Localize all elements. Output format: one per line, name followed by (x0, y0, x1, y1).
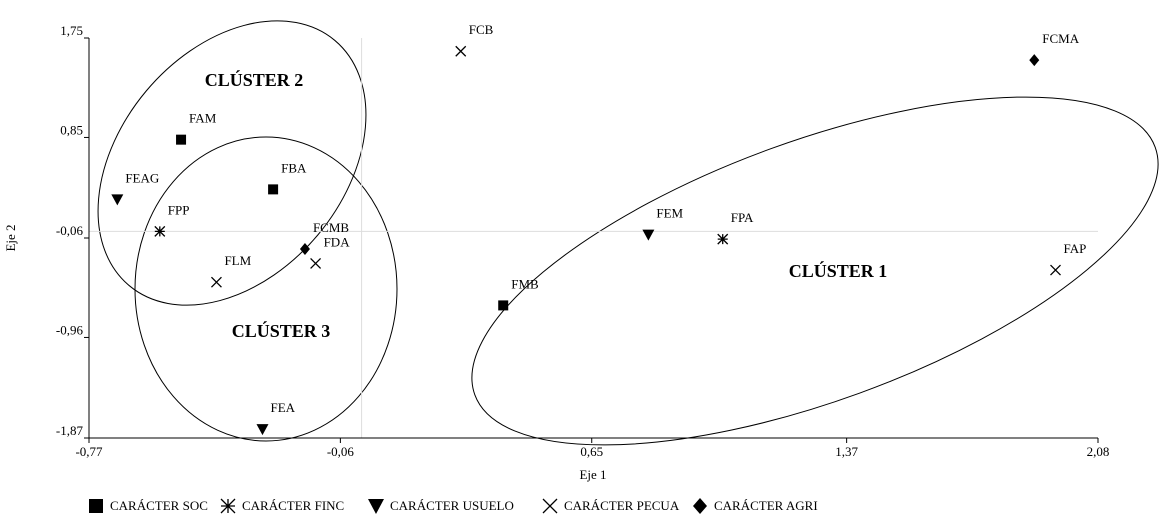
x-tick-label: 1,37 (835, 444, 858, 459)
point (154, 225, 166, 237)
point-label: FEA (270, 400, 295, 415)
legend-label: CARÁCTER AGRI (714, 498, 818, 513)
y-tick-label: -0,06 (56, 223, 84, 238)
point-label: FCMA (1042, 31, 1079, 46)
cluster-label: CLÚSTER 1 (789, 260, 888, 281)
point (111, 194, 124, 206)
point-label: FPA (731, 210, 754, 225)
point (1050, 264, 1061, 276)
y-axis-label: Eje 2 (3, 224, 18, 251)
legend-label: CARÁCTER PECUA (564, 498, 680, 513)
point-label: FBA (281, 160, 307, 175)
point (717, 233, 729, 245)
x-tick-label: 2,08 (1087, 444, 1110, 459)
point-label: FCMB (313, 220, 349, 235)
legend-marker (693, 498, 707, 514)
point (176, 134, 187, 145)
point-label: FAP (1064, 241, 1087, 256)
y-tick-label: 0,85 (60, 122, 83, 137)
point (498, 300, 509, 311)
point (310, 257, 322, 269)
x-tick-label: 0,65 (580, 444, 603, 459)
y-tick-label: 1,75 (60, 23, 83, 38)
legend-marker (220, 498, 236, 514)
x-axis-label: Eje 1 (579, 467, 606, 482)
legend-marker (89, 499, 103, 513)
point-label: FLM (224, 253, 251, 268)
point (1029, 54, 1040, 67)
point (642, 229, 655, 241)
x-tick-label: -0,77 (75, 444, 103, 459)
cluster-label: CLÚSTER 3 (232, 320, 331, 341)
cluster-ellipse (134, 136, 398, 442)
legend-marker (542, 498, 558, 514)
legend-label: CARÁCTER SOC (110, 498, 208, 513)
cluster-ellipse (97, 20, 367, 306)
point-label: FDA (324, 234, 351, 249)
y-tick-label: -1,87 (56, 423, 84, 438)
point (268, 184, 279, 195)
point (210, 276, 222, 288)
cluster-ellipse (471, 96, 1159, 446)
legend-label: CARÁCTER USUELO (390, 498, 514, 513)
legend-label: CARÁCTER FINC (242, 498, 344, 513)
legend-marker (368, 499, 384, 514)
point-label: FMB (511, 276, 539, 291)
point-label: FCB (469, 22, 494, 37)
point (299, 243, 310, 256)
point-label: FPP (168, 202, 190, 217)
x-tick-label: -0,06 (327, 444, 355, 459)
y-tick-label: -0,96 (56, 322, 84, 337)
point-label: FEM (656, 206, 683, 221)
cluster-label: CLÚSTER 2 (205, 69, 304, 90)
point (455, 45, 467, 57)
point-label: FAM (189, 111, 217, 126)
point (256, 424, 269, 436)
point-label: FEAG (125, 170, 159, 185)
